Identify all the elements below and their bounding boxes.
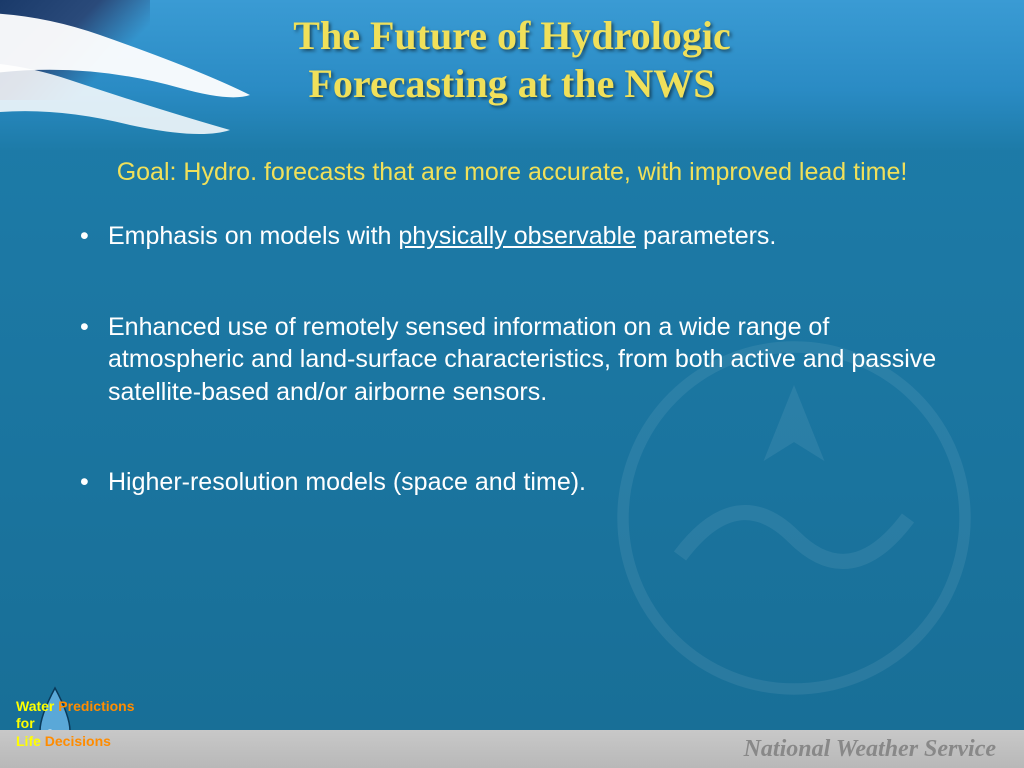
bullet-item: Enhanced use of remotely sensed informat… <box>78 311 944 409</box>
logo-word-water: Water <box>16 698 54 714</box>
title-line-1: The Future of Hydrologic <box>293 13 730 58</box>
footer-org-name: National Weather Service <box>744 736 996 763</box>
bullet-text-pre: Emphasis on models with <box>108 222 398 250</box>
bullet-item: Emphasis on models with physically obser… <box>78 220 944 253</box>
logo-word-for: for <box>16 715 35 731</box>
bullet-text-pre: Enhanced use of remotely sensed informat… <box>108 313 936 406</box>
logo-word-decisions: Decisions <box>41 733 111 749</box>
slide-title: The Future of Hydrologic Forecasting at … <box>0 12 1024 108</box>
bullet-text-post: parameters. <box>636 222 776 250</box>
tagline-logo: Water Predictions for Life Decisions <box>16 698 135 751</box>
bullet-list: Emphasis on models with physically obser… <box>78 220 944 557</box>
logo-word-predictions: Predictions <box>54 698 134 714</box>
bullet-text-underlined: physically observable <box>398 222 636 250</box>
footer-bar: National Weather Service <box>0 730 1024 768</box>
bullet-text-pre: Higher-resolution models (space and time… <box>108 468 586 496</box>
title-line-2: Forecasting at the NWS <box>309 61 716 106</box>
bullet-item: Higher-resolution models (space and time… <box>78 466 944 499</box>
logo-word-life: Life <box>16 733 41 749</box>
goal-text: Goal: Hydro. forecasts that are more acc… <box>60 158 964 187</box>
